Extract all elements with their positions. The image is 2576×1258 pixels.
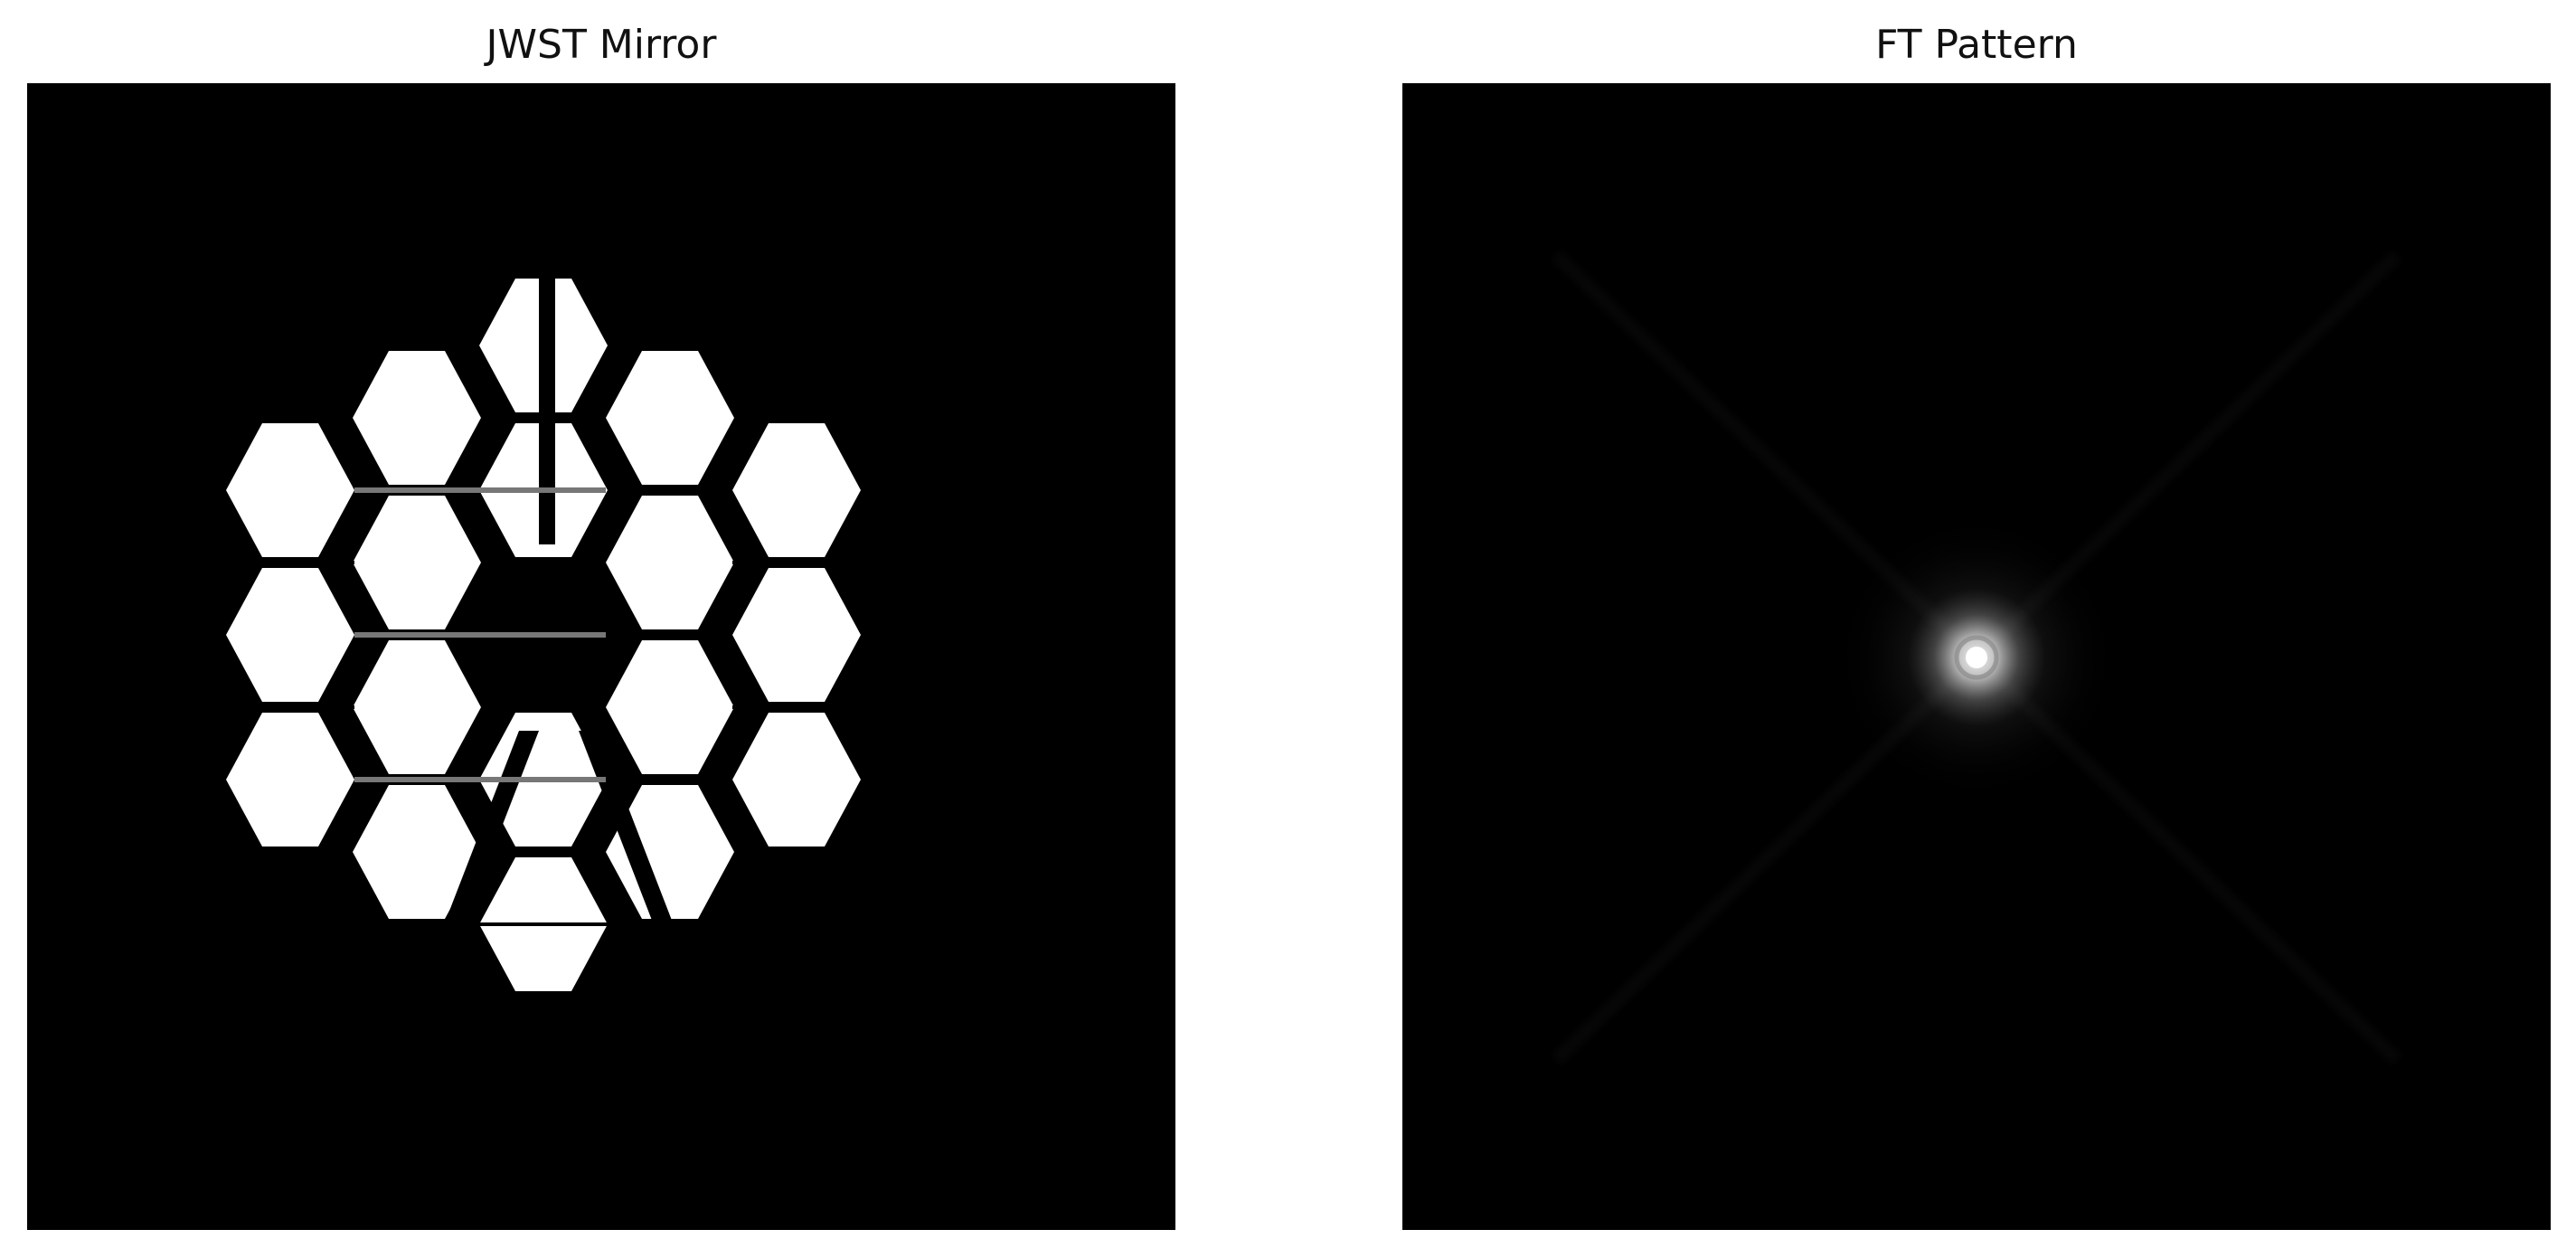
- jwst-mirror-canvas: [226, 253, 861, 1026]
- segment-lower-right-1: [606, 640, 734, 774]
- segment-upper-right-1: [606, 351, 734, 485]
- mirror-segments: [226, 279, 861, 991]
- segment-lower-left-1: [353, 640, 481, 774]
- segment-upper-left-2: [226, 423, 354, 557]
- segment-middle-right-2: [732, 568, 861, 702]
- segment-middle-right-1: [606, 496, 734, 629]
- central-obstruction: [479, 557, 608, 691]
- psf-ring: [1954, 635, 1999, 680]
- jwst-mirror-image: [27, 83, 1175, 1230]
- segment-middle-left-1: [353, 496, 481, 629]
- mirror-panel-title: JWST Mirror: [486, 22, 717, 68]
- ft-panel-title: FT Pattern: [1875, 22, 2078, 68]
- segment-lower-left-2: [226, 713, 354, 847]
- segment-bottom-right: [606, 785, 734, 919]
- segment-lower-right-2: [732, 713, 861, 847]
- support-strut-left: [405, 731, 539, 1026]
- segment-upper-left-1: [353, 351, 481, 485]
- psf-core: [1966, 647, 1987, 668]
- segment-bottom-left: [353, 785, 481, 919]
- segment-upper-right-2: [732, 423, 861, 557]
- segment-middle-left-2: [226, 568, 354, 702]
- support-strut-right: [579, 731, 712, 1026]
- ft-pattern-canvas: [1475, 156, 2478, 1150]
- support-strut-vertical: [539, 253, 555, 544]
- mirror-seams: [226, 487, 861, 926]
- mirror-support-struts: [405, 253, 712, 1026]
- ft-pattern-image: [1402, 83, 2551, 1230]
